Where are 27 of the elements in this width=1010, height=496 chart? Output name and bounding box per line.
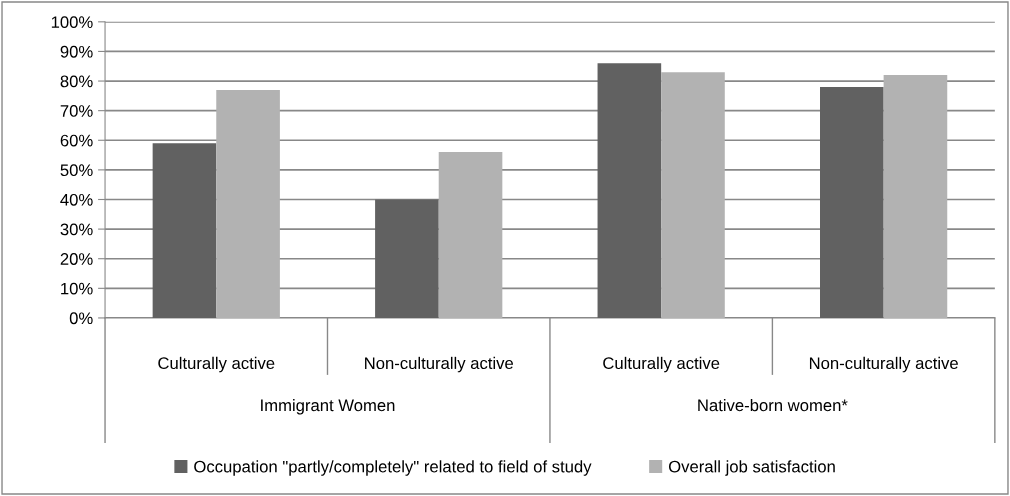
y-tick-label: 0%	[69, 312, 93, 325]
y-tick-label: 20%	[60, 253, 93, 265]
y-tick-label: 50%	[60, 164, 93, 177]
bar	[438, 152, 503, 318]
x-tick-label: Culturally active	[158, 356, 275, 373]
y-tick-label: 30%	[60, 223, 93, 236]
bar	[216, 89, 280, 318]
bar	[883, 75, 948, 318]
bar	[152, 143, 217, 318]
legend-label: Occupation "partly/completely" related to field of study	[194, 460, 592, 476]
bar	[820, 86, 884, 318]
y-tick-label: 70%	[60, 105, 93, 117]
x-tick-label: Non-culturally active	[809, 356, 958, 373]
y-tick-label: 10%	[61, 282, 93, 295]
y-tick-label: 60%	[60, 134, 93, 147]
y-tick-label: 40%	[60, 193, 93, 206]
text: Native-born women*	[698, 399, 848, 412]
x-tick-label: Non-culturally active	[365, 356, 514, 373]
y-tick-label: 80%	[60, 75, 93, 88]
bar	[375, 199, 439, 318]
y-tick-label: 100%	[51, 16, 93, 29]
y-tick-label: 90%	[60, 45, 93, 58]
bar	[661, 72, 725, 318]
bar	[597, 63, 662, 318]
x-tick-label: Culturally active	[603, 356, 720, 373]
legend-label: Overall job satisfaction	[668, 460, 835, 476]
text: Immigrant Women	[261, 399, 395, 415]
